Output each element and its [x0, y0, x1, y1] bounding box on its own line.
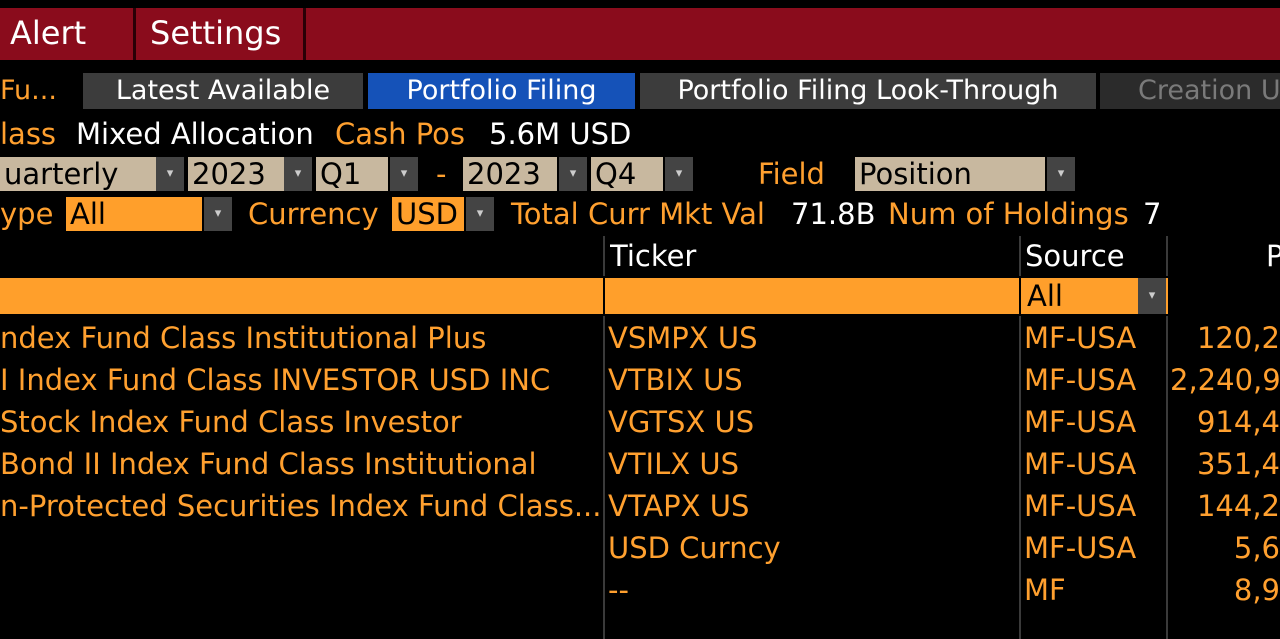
column-divider [603, 316, 605, 639]
holding-source: MF-USA [1024, 531, 1137, 565]
cash-pos-value: 5.6M USD [489, 117, 632, 151]
table-row[interactable]: -- MF 8,9 [0, 569, 1280, 611]
field-label: Field [758, 157, 825, 191]
filter-divider [603, 278, 605, 314]
holding-position: 351,4 [1196, 447, 1280, 481]
holding-source: MF-USA [1024, 489, 1137, 523]
source-filter-select[interactable]: All [1023, 278, 1137, 314]
frequency-select[interactable]: uarterly [0, 157, 156, 191]
holding-source: MF-USA [1024, 321, 1137, 355]
holding-ticker: VTBIX US [608, 363, 743, 397]
field-select[interactable]: Position [855, 157, 1045, 191]
holding-position: 144,2 [1196, 489, 1280, 523]
alert-menu[interactable]: Alert [10, 14, 87, 52]
fund-label[interactable]: Fu... [0, 75, 57, 106]
column-divider [1166, 316, 1168, 639]
table-row[interactable]: Bond II Index Fund Class Institutional V… [0, 443, 1280, 485]
holding-position: 2,240,9 [1170, 363, 1280, 397]
range-dash: - [436, 157, 447, 191]
holding-source: MF-USA [1024, 447, 1137, 481]
filter-divider [1019, 278, 1021, 314]
holding-name [0, 527, 602, 569]
start-quarter-select[interactable]: Q1 [316, 157, 388, 191]
end-quarter-select[interactable]: Q4 [591, 157, 663, 191]
currency-select[interactable]: USD [392, 197, 464, 231]
asset-class-label: lass [0, 117, 57, 151]
menu-divider [133, 8, 136, 60]
security-type-select[interactable]: All [66, 197, 202, 231]
num-holdings-label: Num of Holdings [888, 197, 1129, 231]
holding-ticker: -- [608, 573, 629, 607]
chevron-down-icon[interactable]: ▾ [466, 197, 494, 231]
chevron-down-icon[interactable]: ▾ [1138, 278, 1166, 314]
holding-ticker: VTILX US [608, 447, 739, 481]
holding-position: 914,4 [1196, 405, 1280, 439]
holding-source: MF-USA [1024, 363, 1137, 397]
tab-creation-units: Creation Ur [1100, 73, 1280, 109]
holding-name: Stock Index Fund Class Investor [0, 405, 462, 439]
holding-ticker: VSMPX US [608, 321, 758, 355]
chevron-down-icon[interactable]: ▾ [284, 157, 312, 191]
chevron-down-icon[interactable]: ▾ [390, 157, 418, 191]
currency-label: Currency [248, 197, 379, 231]
column-divider [1019, 316, 1021, 639]
holding-ticker: USD Curncy [608, 531, 781, 565]
holding-position: 8,9 [1233, 573, 1280, 607]
holding-name: n-Protected Securities Index Fund Class.… [0, 489, 602, 523]
menu-divider [303, 8, 306, 60]
table-row[interactable]: n-Protected Securities Index Fund Class.… [0, 485, 1280, 527]
position-column-header[interactable]: P [1266, 239, 1280, 273]
table-row[interactable]: ndex Fund Class Institutional Plus VSMPX… [0, 317, 1280, 359]
table-row[interactable]: USD Curncy MF-USA 5,6 [0, 527, 1280, 569]
chevron-down-icon[interactable]: ▾ [559, 157, 587, 191]
holding-name: I Index Fund Class INVESTOR USD INC [0, 363, 551, 397]
holding-source: MF [1024, 573, 1066, 607]
holding-source: MF-USA [1024, 405, 1137, 439]
total-mkt-val-label: Total Curr Mkt Val [511, 197, 765, 231]
security-type-label: ype [0, 197, 54, 231]
settings-menu[interactable]: Settings [150, 14, 282, 52]
tab-portfolio-filing-look-through[interactable]: Portfolio Filing Look-Through [640, 73, 1096, 109]
column-divider [603, 236, 605, 276]
tab-latest-available[interactable]: Latest Available [83, 73, 363, 109]
table-row[interactable]: Stock Index Fund Class Investor VGTSX US… [0, 401, 1280, 443]
start-year-select[interactable]: 2023 [188, 157, 284, 191]
cash-pos-label: Cash Pos [335, 117, 466, 151]
holding-ticker: VTAPX US [608, 489, 750, 523]
menu-bar [0, 8, 1280, 60]
end-year-select[interactable]: 2023 [463, 157, 557, 191]
asset-class-value: Mixed Allocation [76, 117, 314, 151]
holding-name: ndex Fund Class Institutional Plus [0, 321, 487, 355]
total-mkt-val-value: 71.8B [791, 197, 876, 231]
chevron-down-icon[interactable]: ▾ [204, 197, 232, 231]
num-holdings-value: 7 [1143, 197, 1162, 231]
table-row[interactable]: I Index Fund Class INVESTOR USD INC VTBI… [0, 359, 1280, 401]
column-filter-bar [0, 278, 1168, 314]
chevron-down-icon[interactable]: ▾ [665, 157, 693, 191]
source-column-header[interactable]: Source [1025, 239, 1125, 273]
column-divider [1166, 236, 1168, 276]
chevron-down-icon[interactable]: ▾ [1047, 157, 1075, 191]
ticker-column-header[interactable]: Ticker [610, 239, 697, 273]
tab-portfolio-filing[interactable]: Portfolio Filing [368, 73, 635, 109]
holding-name [0, 569, 602, 611]
holding-ticker: VGTSX US [608, 405, 755, 439]
holding-name: Bond II Index Fund Class Institutional [0, 447, 537, 481]
column-divider [1019, 236, 1021, 276]
holding-position: 5,6 [1233, 531, 1280, 565]
chevron-down-icon[interactable]: ▾ [156, 157, 184, 191]
holding-position: 120,2 [1196, 321, 1280, 355]
